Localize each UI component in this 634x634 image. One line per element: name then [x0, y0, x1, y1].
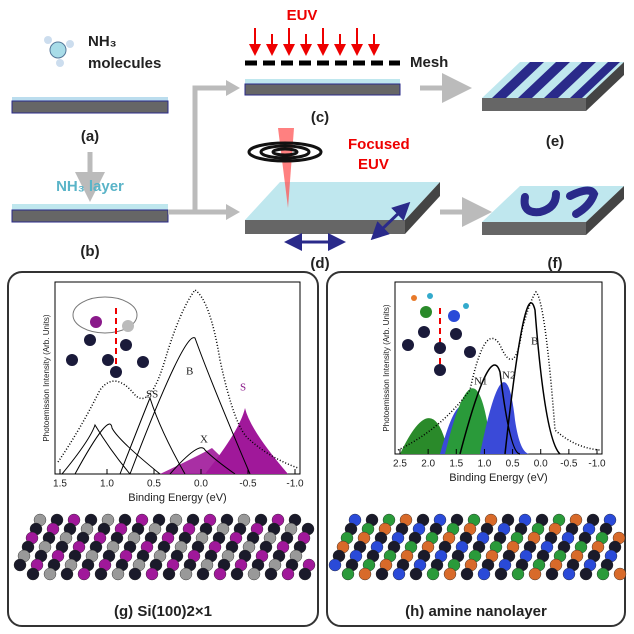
surface-image	[14, 514, 315, 580]
atom	[529, 568, 541, 580]
atom	[78, 568, 90, 580]
atom	[393, 568, 405, 580]
structure-icon	[402, 293, 476, 378]
molecule-icon	[44, 36, 74, 67]
y-axis-label: Photoemission Intensity (Arb. Units)	[382, 304, 391, 431]
layer-label: NH₃ layer	[56, 178, 124, 195]
atom	[359, 568, 371, 580]
atom	[614, 568, 626, 580]
atom	[444, 568, 456, 580]
atom	[265, 568, 277, 580]
atom	[495, 568, 507, 580]
panel-caption: (g) Si(100)2×1	[114, 603, 212, 620]
atom	[461, 568, 473, 580]
x-tick-label: 0.5	[506, 459, 520, 470]
x-axis-label: Binding Energy (eV)	[449, 472, 547, 484]
figure: NH₃ molecules (a) NH₃ layer (b) EUV Mesh…	[0, 0, 634, 634]
atom	[146, 568, 158, 580]
atom	[597, 568, 609, 580]
panel-label: (b)	[80, 243, 99, 260]
panel-label: (c)	[311, 109, 329, 126]
atom	[342, 568, 354, 580]
x-tick-label: 1.0	[100, 479, 114, 490]
peak-label: SS	[146, 389, 158, 401]
slab	[12, 101, 168, 113]
x-tick-label: -1.0	[588, 459, 606, 470]
atom	[95, 568, 107, 580]
molecules-label: NH₃	[88, 33, 117, 50]
x-tick-label: 2.5	[393, 459, 407, 470]
peak-label: N2	[502, 370, 515, 382]
atom	[427, 568, 439, 580]
peak-label: B	[186, 366, 193, 378]
surface-image	[329, 514, 626, 580]
x-tick-label: 0.0	[534, 459, 548, 470]
focused-label: Focused	[348, 136, 410, 153]
atom	[180, 568, 192, 580]
panel-label: (a)	[81, 128, 99, 145]
x-tick-label: -1.0	[286, 479, 304, 490]
atom	[14, 559, 26, 571]
x-tick-label: 1.0	[477, 459, 491, 470]
molecules-label: molecules	[88, 55, 161, 72]
atom	[512, 568, 524, 580]
peak-label: B	[531, 336, 538, 348]
peak-fill	[205, 408, 288, 474]
slab	[12, 210, 168, 222]
x-tick-label: 1.5	[53, 479, 67, 490]
atom	[197, 568, 209, 580]
peak-label: X	[200, 434, 208, 446]
atom	[329, 559, 341, 571]
atom	[214, 568, 226, 580]
mesh-label: Mesh	[410, 54, 448, 71]
slab	[482, 98, 586, 111]
peak-label: N1	[474, 376, 487, 388]
atom	[546, 568, 558, 580]
atom	[410, 568, 422, 580]
slab-top	[12, 97, 168, 101]
x-tick-label: 2.0	[421, 459, 435, 470]
atom	[163, 568, 175, 580]
atom	[112, 568, 124, 580]
y-axis-label: Photoemission Intensity (Arb. Units)	[42, 314, 51, 441]
panel-label: (f)	[548, 255, 563, 272]
structure-icon	[66, 297, 149, 378]
x-tick-label: 0.5	[147, 479, 161, 490]
peak-label: S	[240, 382, 246, 394]
slab	[245, 84, 400, 95]
arrowhead	[226, 80, 240, 220]
euv-label: EUV	[287, 7, 318, 24]
peak-fill	[480, 382, 530, 454]
x-tick-label: -0.5	[560, 459, 578, 470]
x-tick-label: 0.0	[194, 479, 208, 490]
atom	[580, 568, 592, 580]
atom	[478, 568, 490, 580]
panel-label: (e)	[546, 133, 564, 150]
atom	[563, 568, 575, 580]
arrow	[168, 88, 228, 212]
atom	[129, 568, 141, 580]
atom	[44, 568, 56, 580]
x-axis-label: Binding Energy (eV)	[128, 492, 226, 504]
euv-rays	[255, 28, 374, 52]
x-tick-label: 1.5	[449, 459, 463, 470]
atom	[376, 568, 388, 580]
atom	[27, 568, 39, 580]
focused-label: EUV	[358, 156, 389, 173]
atom	[231, 568, 243, 580]
slab-top	[245, 79, 400, 84]
x-tick-label: -0.5	[239, 479, 257, 490]
atom	[248, 568, 260, 580]
slab-top	[12, 204, 168, 210]
atom	[299, 568, 311, 580]
panel-label: (d)	[310, 255, 329, 272]
atom	[61, 568, 73, 580]
slab	[482, 222, 586, 235]
panel-caption: (h) amine nanolayer	[405, 603, 547, 620]
atom	[282, 568, 294, 580]
